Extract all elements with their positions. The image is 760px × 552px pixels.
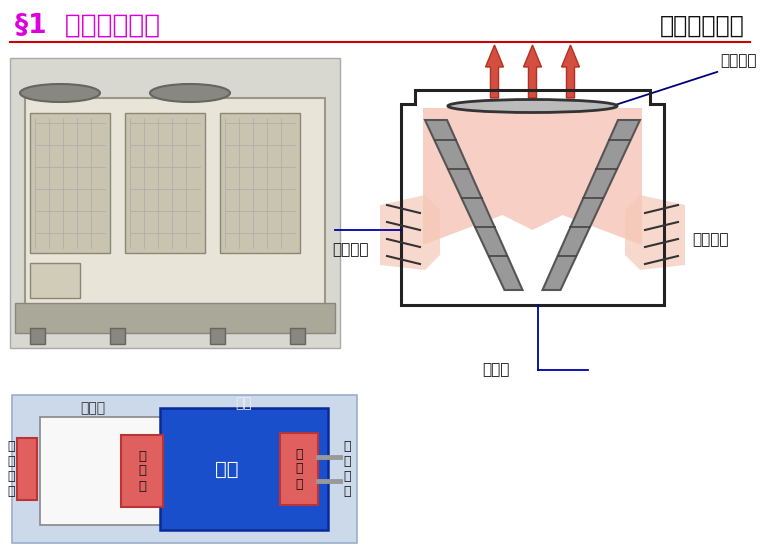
Text: 冷媒: 冷媒 <box>236 396 252 410</box>
Bar <box>220 113 300 253</box>
Bar <box>40 417 165 525</box>
Text: 室
外
空
气: 室 外 空 气 <box>343 440 350 498</box>
Bar <box>125 113 205 253</box>
Bar <box>15 303 335 333</box>
Bar <box>110 328 125 344</box>
Ellipse shape <box>448 99 617 113</box>
Bar <box>280 433 318 505</box>
Bar <box>160 408 328 530</box>
Bar <box>30 113 110 253</box>
Bar <box>12 395 357 543</box>
Polygon shape <box>625 195 685 270</box>
Bar <box>25 98 325 308</box>
Text: 风冷热泵机组: 风冷热泵机组 <box>660 14 745 38</box>
Ellipse shape <box>20 84 100 102</box>
Text: 冷
凝
器: 冷 凝 器 <box>295 448 302 491</box>
Bar <box>17 438 37 500</box>
Ellipse shape <box>150 84 230 102</box>
Text: 冷冻水: 冷冻水 <box>80 401 105 415</box>
Polygon shape <box>524 45 541 98</box>
Bar <box>30 263 80 298</box>
Polygon shape <box>425 120 523 290</box>
Bar <box>10 58 340 348</box>
Polygon shape <box>380 195 440 270</box>
Text: 室外空气: 室外空气 <box>692 232 729 247</box>
Bar <box>30 328 45 344</box>
Text: 空
调
末
端: 空 调 末 端 <box>8 440 15 498</box>
Bar <box>121 435 163 507</box>
Polygon shape <box>423 108 642 245</box>
Bar <box>210 328 225 344</box>
Text: 轴流风机: 轴流风机 <box>720 53 756 68</box>
Polygon shape <box>562 45 579 98</box>
Text: 主机: 主机 <box>215 459 239 479</box>
Polygon shape <box>543 120 640 290</box>
Bar <box>290 328 305 344</box>
Text: 冷凝盘管: 冷凝盘管 <box>332 242 369 257</box>
Text: 过冷器: 过冷器 <box>483 362 510 377</box>
Text: 蒸
发
器: 蒸 发 器 <box>138 449 146 492</box>
Polygon shape <box>486 45 503 98</box>
Text: §1  空调基本知识: §1 空调基本知识 <box>15 13 160 39</box>
